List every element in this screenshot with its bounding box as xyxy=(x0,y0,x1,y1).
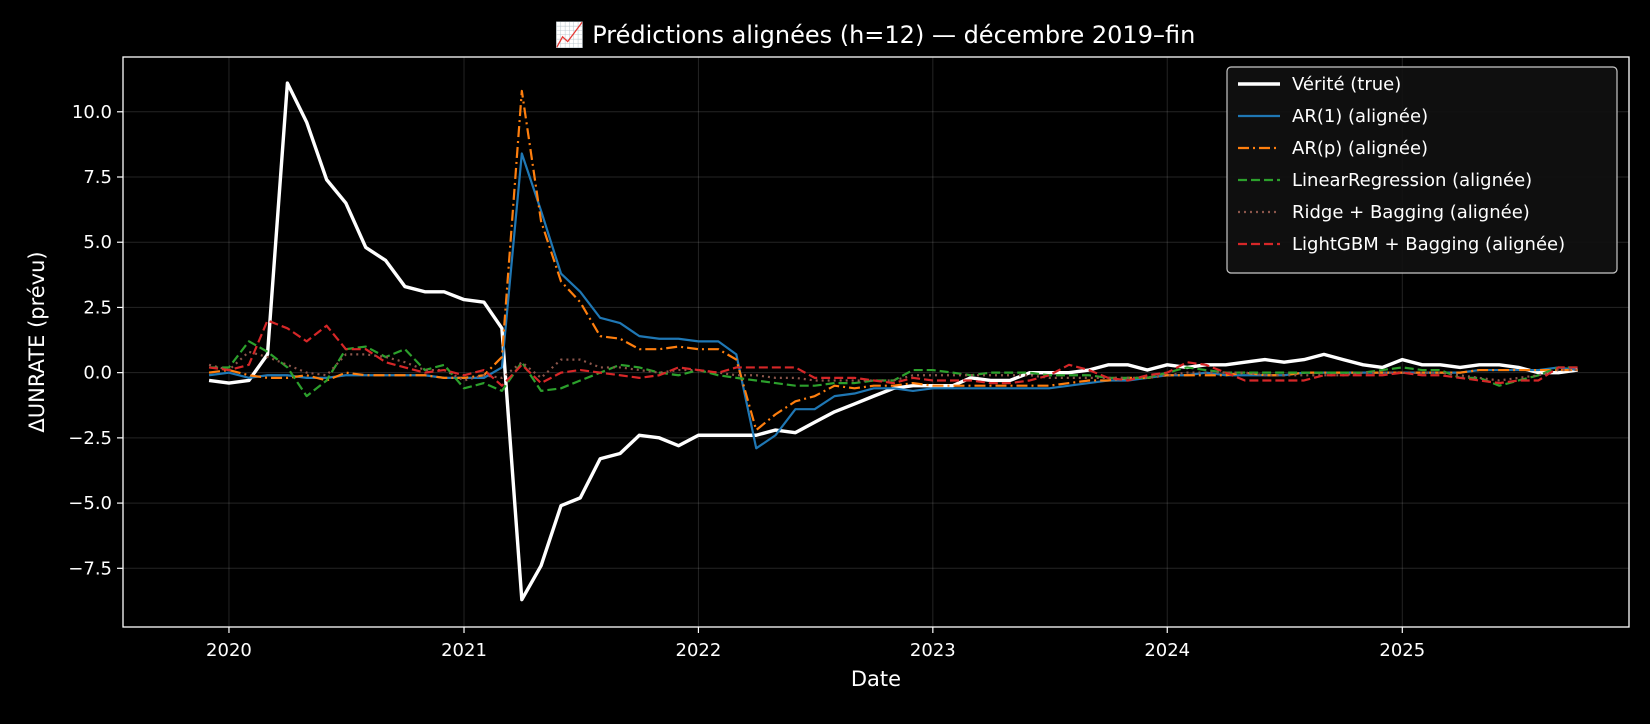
plot-frame xyxy=(122,56,1630,628)
series-layer xyxy=(208,81,1578,602)
legend-label: AR(p) (alignée) xyxy=(1292,138,1428,159)
x-tick-label: 2020 xyxy=(206,640,252,661)
x-tick-label: 2025 xyxy=(1379,640,1425,661)
y-tick-label: 10.0 xyxy=(72,102,112,123)
series-line-4 xyxy=(208,350,1578,382)
y-tick-label: 2.5 xyxy=(83,297,112,318)
x-axis-ticks: 2020 2021 2022 2023 2024 2025 xyxy=(206,627,1425,661)
y-tick-label: −5.0 xyxy=(68,493,112,514)
y-tick-label: −2.5 xyxy=(68,428,112,449)
y-tick-label: 0.0 xyxy=(83,363,112,384)
x-tick-label: 2023 xyxy=(910,640,956,661)
chart-title: 📈 Prédictions alignées (h=12) — décembre… xyxy=(555,21,1196,49)
x-tick-label: 2024 xyxy=(1144,640,1190,661)
series-line-5 xyxy=(208,319,1578,387)
y-tick-label: 5.0 xyxy=(83,232,112,253)
legend: Vérité (true) AR(1) (alignée) AR(p) (align… xyxy=(1226,66,1618,274)
series-line-2 xyxy=(208,89,1578,432)
legend-label: AR(1) (alignée) xyxy=(1292,106,1428,127)
legend-label: Ridge + Bagging (alignée) xyxy=(1292,202,1530,223)
legend-label: LightGBM + Bagging (alignée) xyxy=(1292,234,1565,255)
legend-box xyxy=(1226,66,1618,274)
y-axis-label: ΔUNRATE (prévu) xyxy=(25,251,49,432)
y-tick-label: −7.5 xyxy=(68,558,112,579)
legend-label: LinearRegression (alignée) xyxy=(1292,170,1532,191)
x-tick-label: 2022 xyxy=(676,640,722,661)
x-tick-label: 2021 xyxy=(441,640,487,661)
series-line-3 xyxy=(209,340,1578,398)
x-axis-label: Date xyxy=(851,667,901,691)
y-axis-ticks: 10.0 7.5 5.0 2.5 0.0 −2.5 −5.0 −7.5 xyxy=(68,102,123,579)
y-tick-label: 7.5 xyxy=(83,167,112,188)
legend-label: Vérité (true) xyxy=(1292,74,1401,95)
